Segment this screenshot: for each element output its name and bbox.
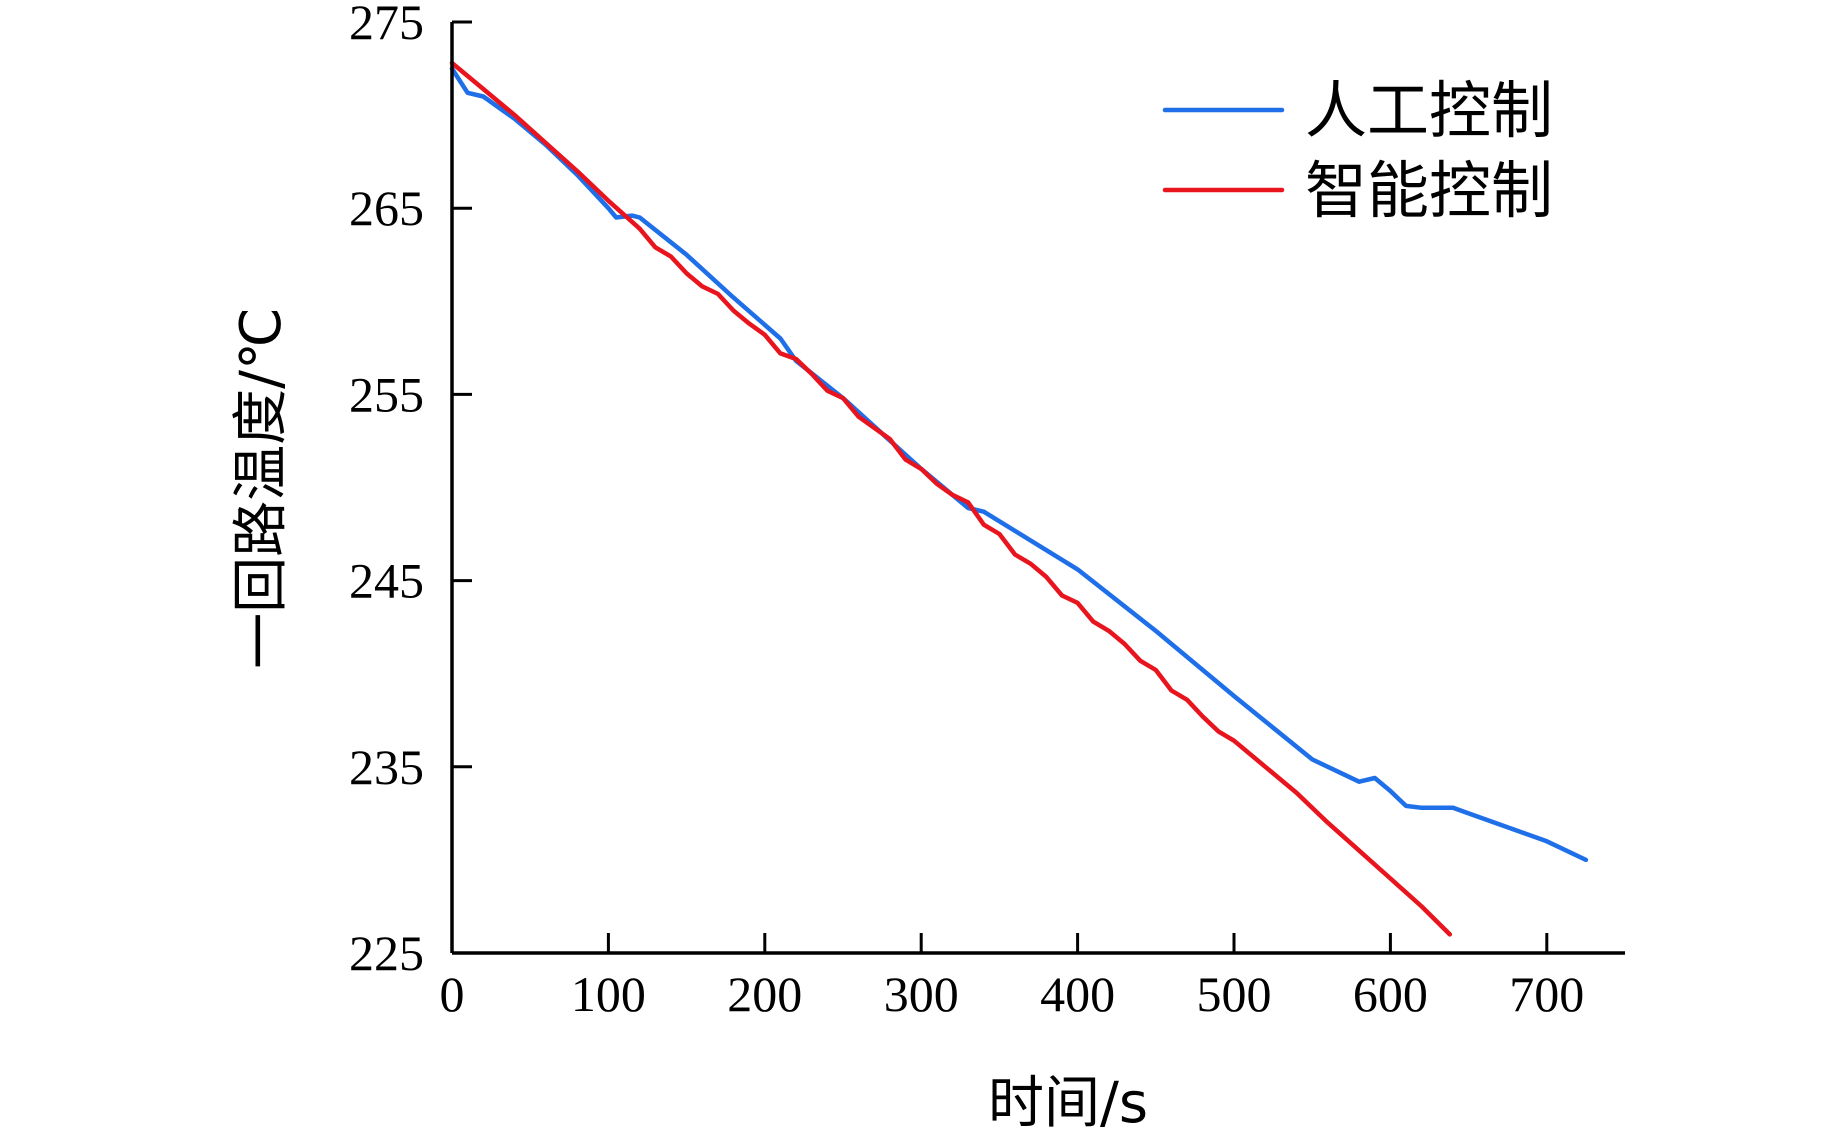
x-tick-label: 600 <box>1353 966 1428 1022</box>
x-tick-label: 700 <box>1509 966 1584 1022</box>
plot-area <box>449 60 1589 937</box>
y-tick-label: 245 <box>349 553 424 609</box>
y-axis-title: 一回路温度/℃ <box>229 307 294 669</box>
legend-label-intelligent-control: 智能控制 <box>1305 154 1553 227</box>
y-tick-label: 265 <box>349 180 424 236</box>
y-tick-label: 235 <box>349 739 424 795</box>
y-axis-ticks: 225 235 245 255 265 275 <box>349 0 472 981</box>
x-axis-ticks: 0 100 200 300 400 500 600 700 <box>440 933 1584 1022</box>
y-tick-label: 225 <box>349 925 424 981</box>
y-tick-label: 275 <box>349 0 424 50</box>
x-tick-label: 100 <box>571 966 646 1022</box>
y-tick-label: 255 <box>349 366 424 422</box>
x-tick-label: 300 <box>884 966 959 1022</box>
x-tick-label: 0 <box>440 966 465 1022</box>
x-axis-title: 时间/s <box>988 1071 1148 1134</box>
legend: 人工控制 智能控制 <box>1162 74 1553 227</box>
series-line-intelligent-control <box>449 60 1453 937</box>
x-tick-label: 400 <box>1040 966 1115 1022</box>
axes <box>450 22 1625 955</box>
x-tick-label: 500 <box>1197 966 1272 1022</box>
legend-label-manual-control: 人工控制 <box>1305 74 1553 147</box>
x-tick-label: 200 <box>727 966 802 1022</box>
